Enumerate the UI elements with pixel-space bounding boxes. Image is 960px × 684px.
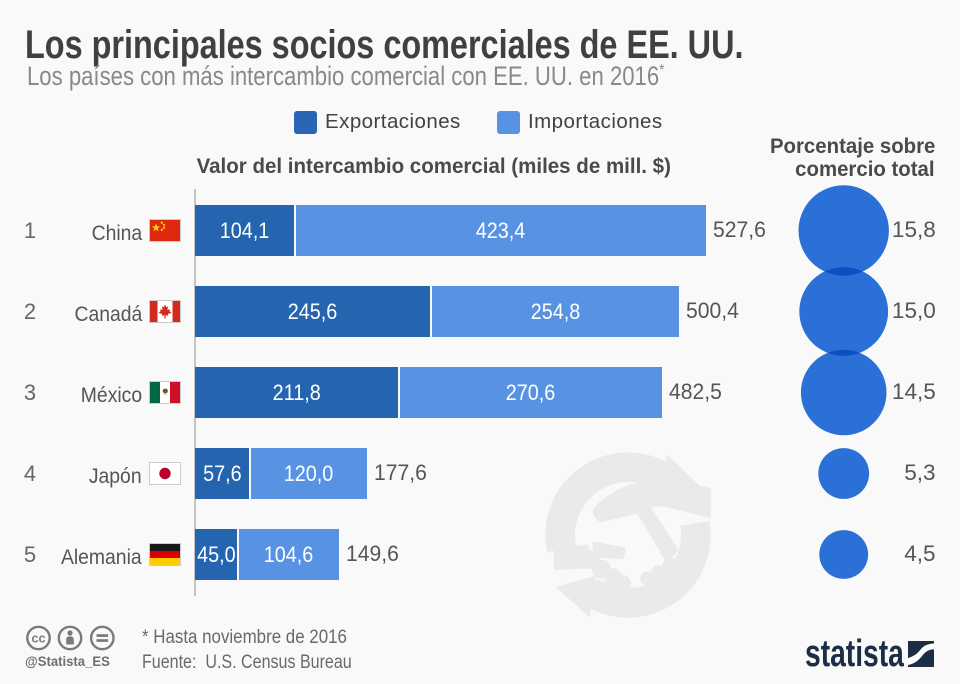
- svg-text:cc: cc: [32, 631, 46, 645]
